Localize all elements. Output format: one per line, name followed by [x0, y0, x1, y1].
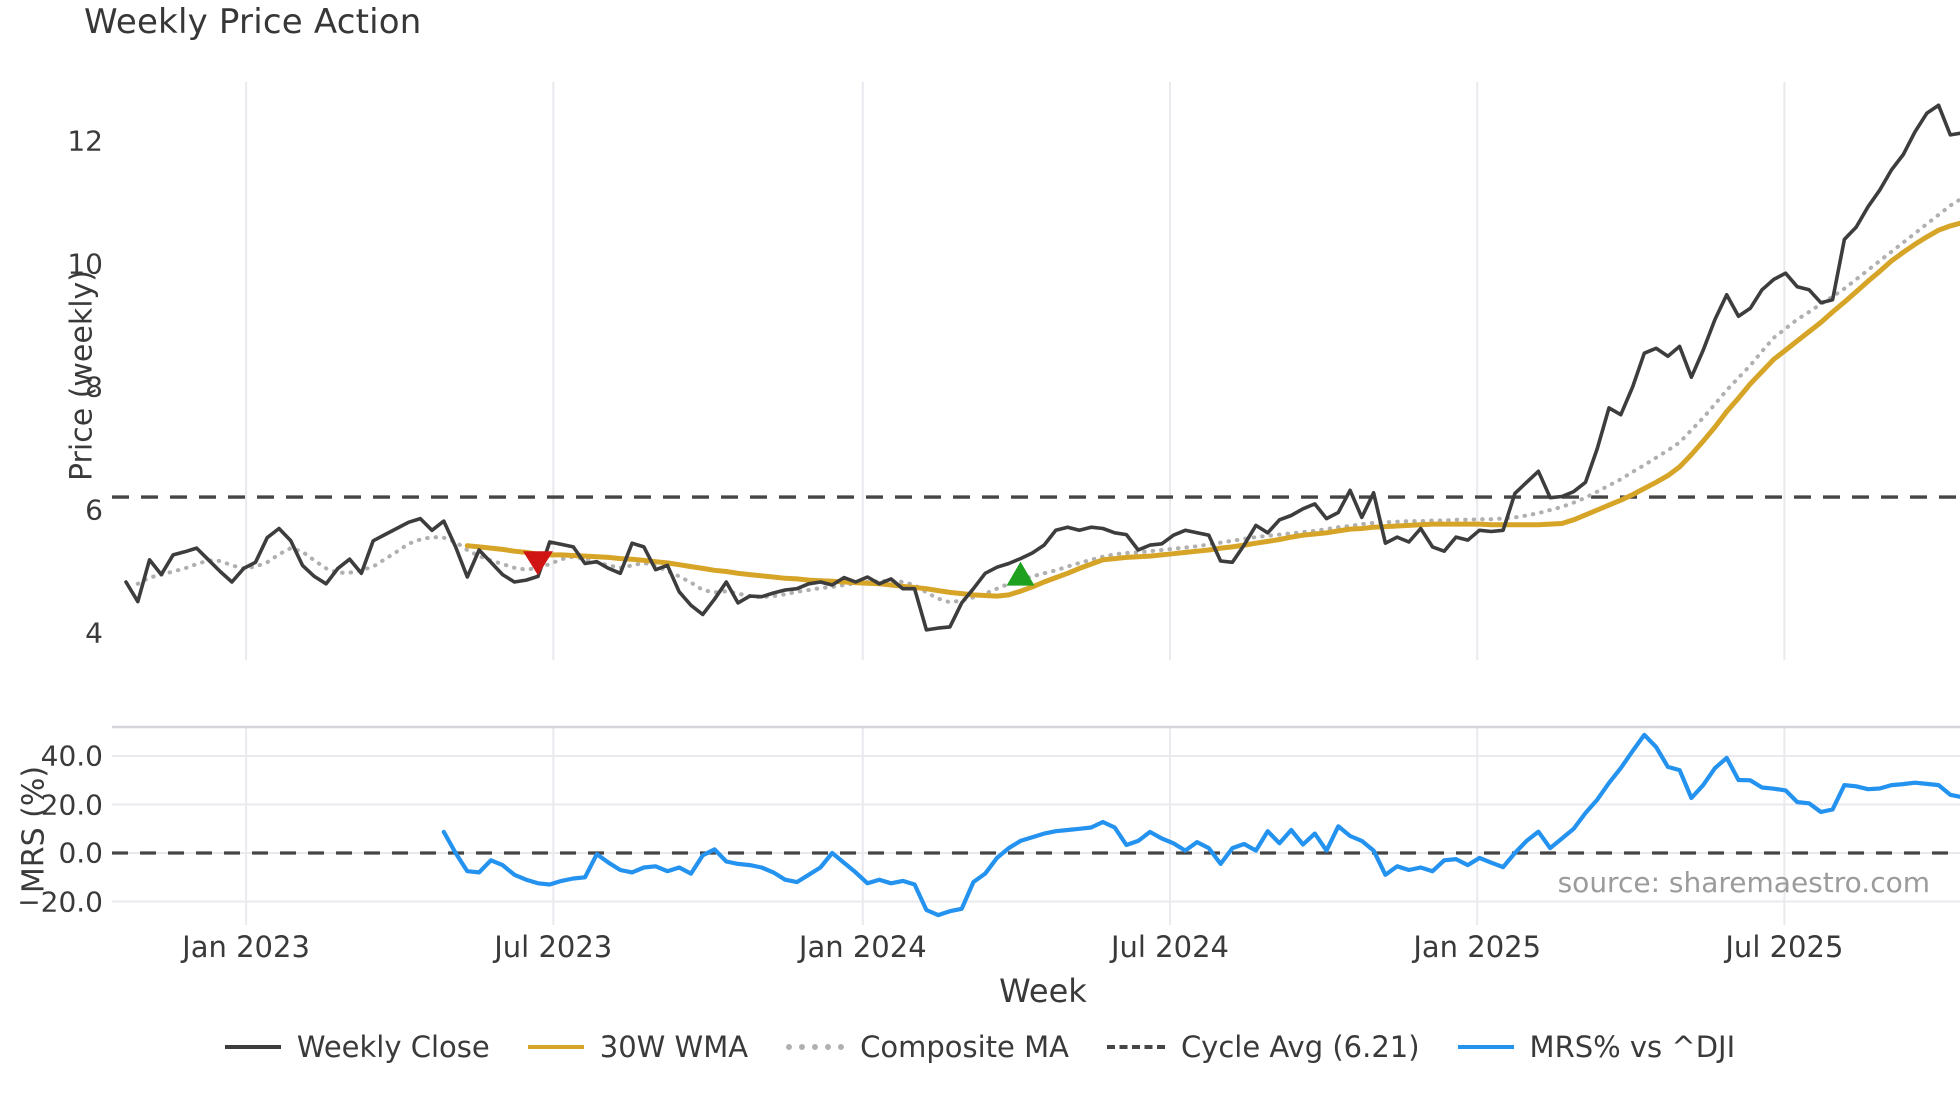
price-tick-label: 6	[85, 493, 103, 527]
legend: Weekly Close 30W WMA Composite MA Cycle …	[0, 1030, 1960, 1064]
price-tick-label: 10	[67, 247, 103, 281]
date-tick-label: Jan 2023	[182, 930, 310, 964]
legend-item-weekly-close: Weekly Close	[224, 1030, 490, 1064]
mrs-tick-label: 20.0	[40, 788, 103, 821]
price-tick-label: 8	[85, 370, 103, 404]
dashed-line-icon	[1106, 1045, 1165, 1049]
source-note: source: sharemaestro.com	[1557, 866, 1930, 899]
wma-line-icon	[527, 1045, 584, 1049]
mrs-line-icon	[1457, 1045, 1514, 1049]
price-tick-label: 12	[67, 124, 103, 158]
buy-triangle-up-marker	[1006, 561, 1035, 586]
date-tick-label: Jul 2024	[1110, 930, 1229, 964]
legend-item-30w-wma: 30W WMA	[527, 1030, 749, 1064]
date-tick-label: Jan 2025	[1413, 930, 1542, 964]
mrs-line	[441, 732, 1960, 918]
weekly-close-line-icon	[224, 1045, 281, 1049]
wma-line	[464, 220, 1960, 599]
legend-item-mrs: MRS% vs ^DJI	[1457, 1030, 1736, 1064]
legend-label: Weekly Close	[296, 1030, 490, 1064]
legend-label: 30W WMA	[599, 1030, 749, 1064]
chart-title: Weekly Price Action	[84, 2, 422, 42]
price-tick-label: 4	[85, 616, 103, 650]
dotted-line-icon	[786, 1044, 845, 1050]
sell-triangle-down-marker	[522, 551, 553, 576]
legend-label: Composite MA	[860, 1030, 1069, 1064]
x-axis-label: Week	[999, 972, 1087, 1010]
legend-label: Cycle Avg (6.21)	[1180, 1030, 1420, 1064]
mrs-tick-label: 40.0	[40, 739, 103, 773]
legend-item-cycle-avg: Cycle Avg (6.21)	[1106, 1030, 1420, 1064]
mrs-tick-label: −20.0	[17, 885, 103, 918]
legend-label: MRS% vs ^DJI	[1529, 1030, 1736, 1064]
legend-item-composite-ma: Composite MA	[786, 1030, 1069, 1064]
date-tick-label: Jul 2023	[494, 930, 613, 964]
mrs-tick-label: 0.0	[58, 836, 103, 870]
weekly-close-line	[124, 103, 1960, 632]
date-tick-label: Jan 2024	[798, 930, 927, 964]
date-tick-label: Jul 2025	[1725, 930, 1844, 964]
